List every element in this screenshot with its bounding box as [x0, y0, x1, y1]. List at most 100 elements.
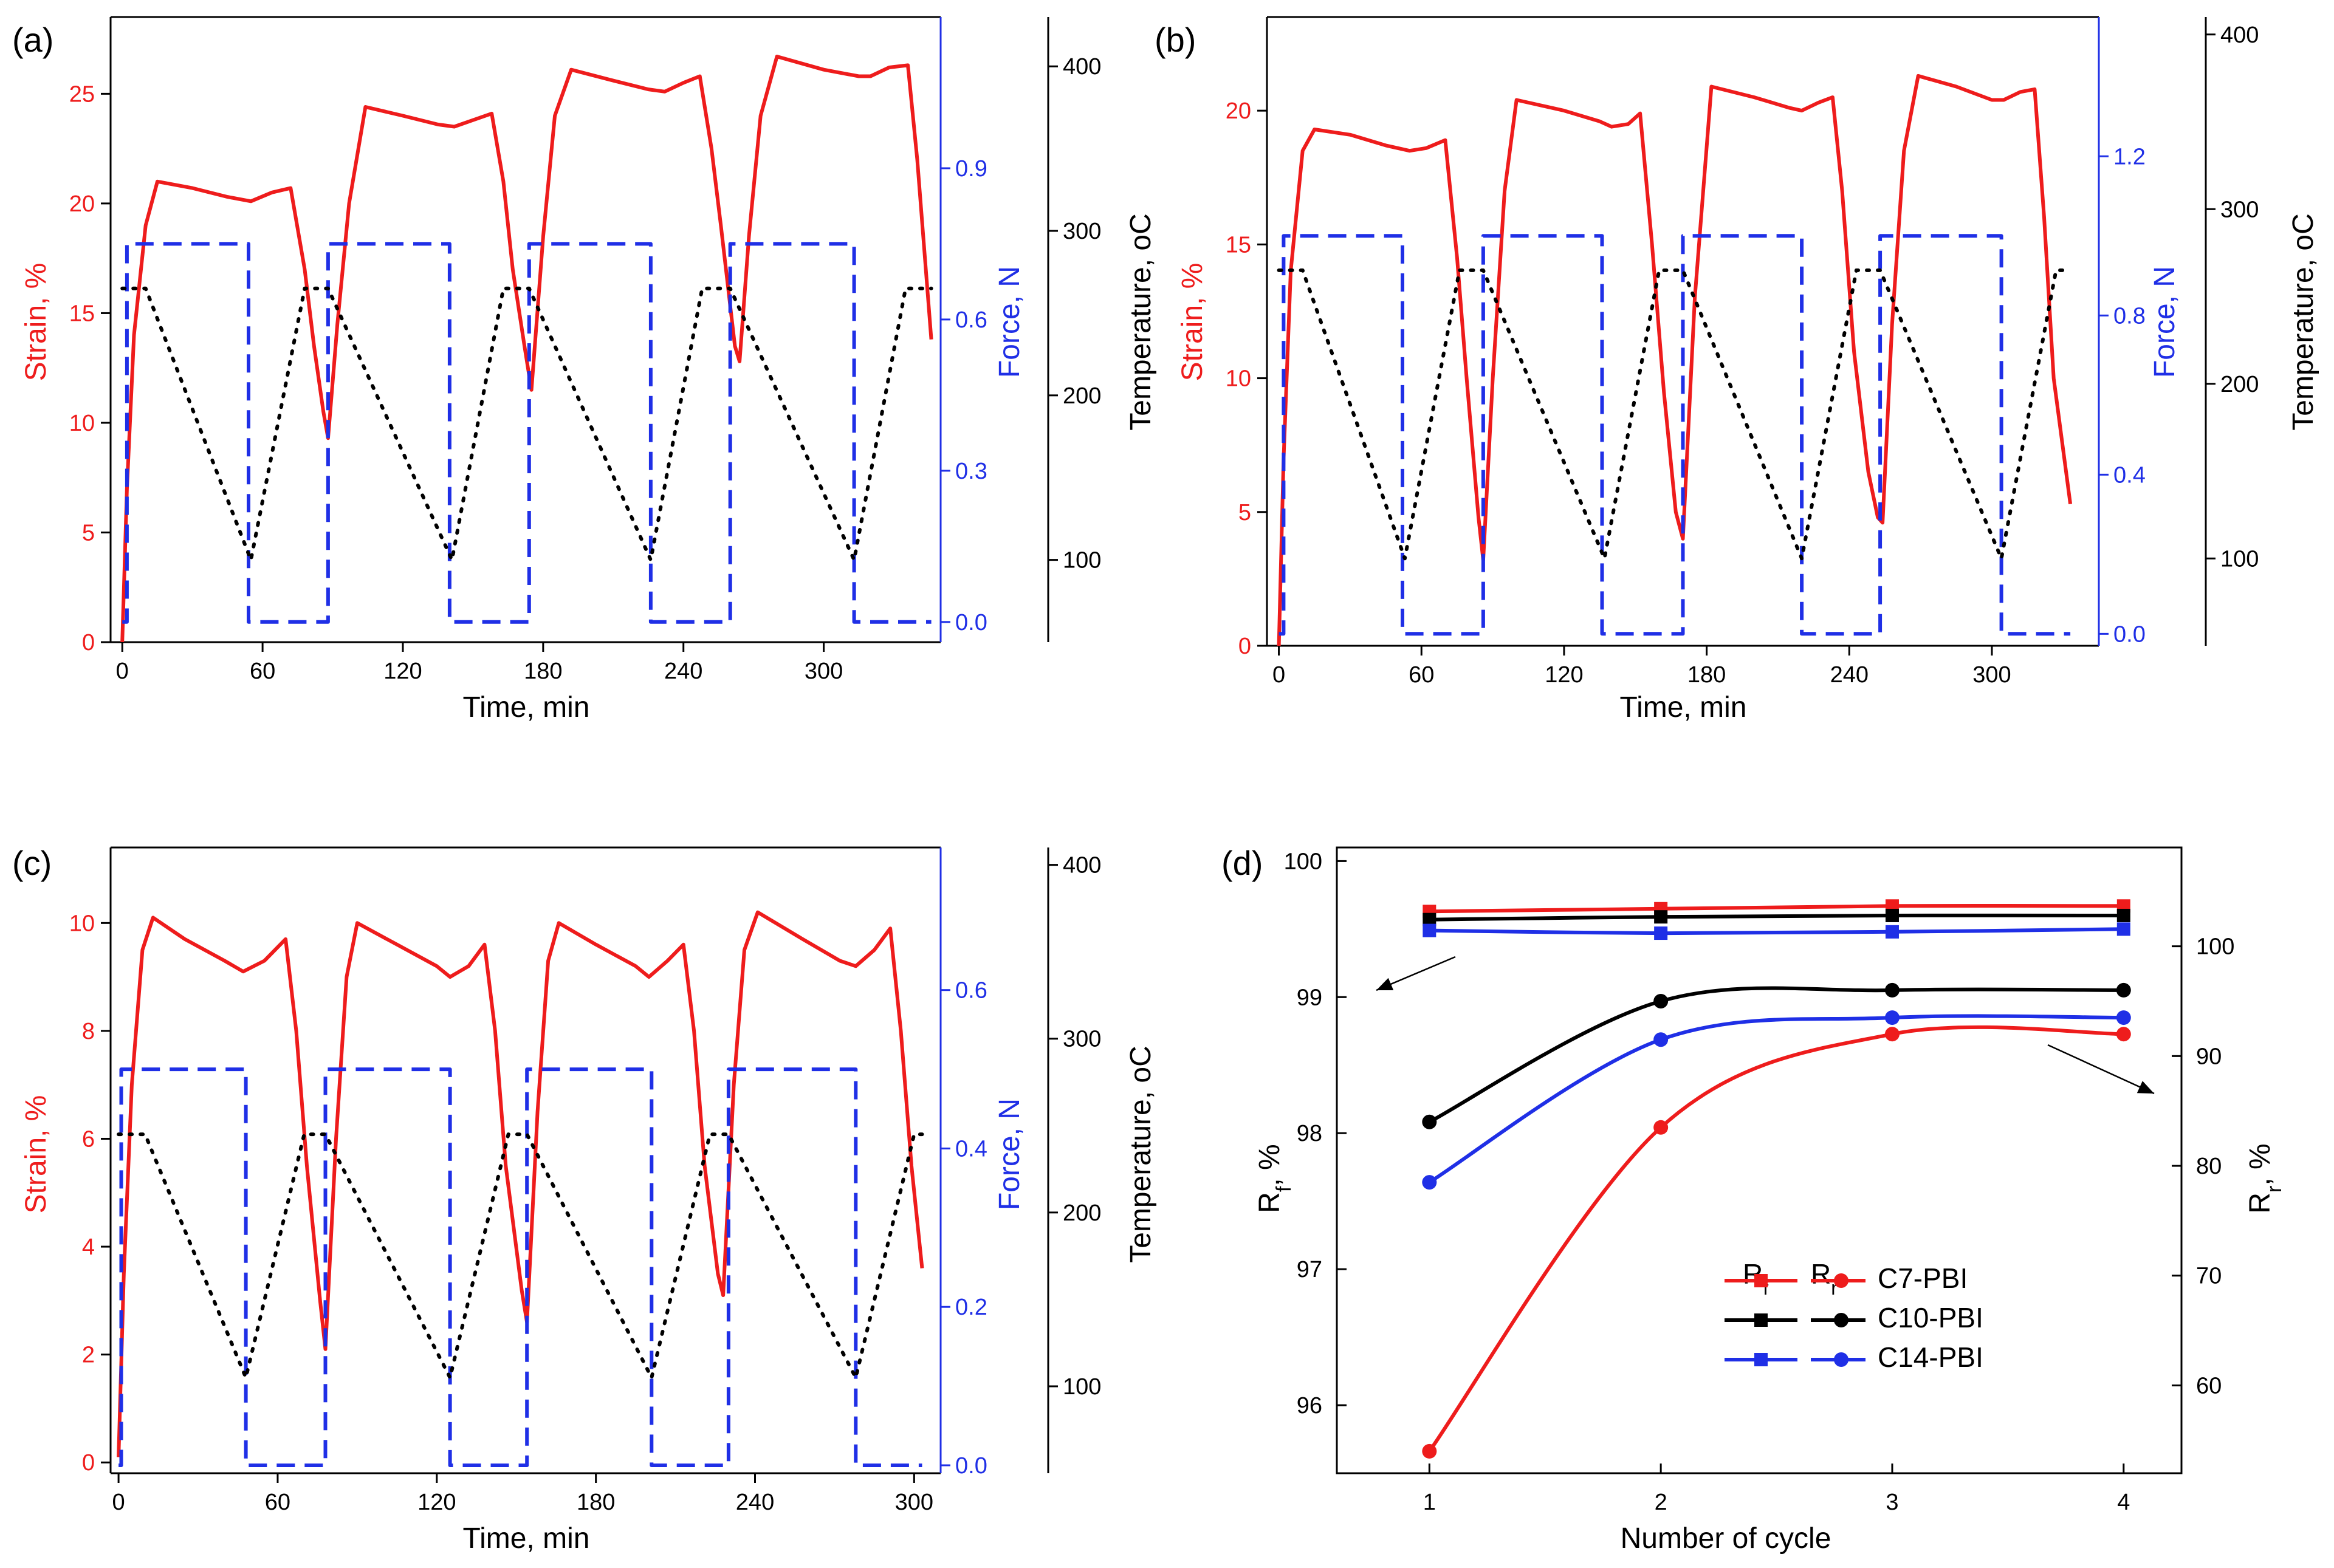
panel-d-c14-pbi-rf-marker — [1423, 923, 1436, 937]
panel-c-x-tick-label: 240 — [736, 1490, 774, 1515]
panel-b-x-tick-label: 120 — [1545, 662, 1583, 688]
panel-d-c7-pbi-rr-line — [1427, 1025, 2124, 1453]
panel-d-rf-tick-label: 98 — [1297, 1121, 1322, 1146]
panel-c-x-tick-label: 60 — [265, 1490, 290, 1515]
panel-d-rf-tick-label: 99 — [1297, 985, 1322, 1010]
panel-b-x-tick-label: 240 — [1830, 662, 1869, 688]
panel-d-c14-pbi-rr-marker — [1653, 1032, 1669, 1047]
panel-d-rr-tick-label: 60 — [2196, 1373, 2222, 1399]
panel-a-force-tick-label: 0.9 — [955, 156, 987, 182]
panel-d-rr-tick-label: 80 — [2196, 1154, 2222, 1179]
panel-d: (d) Number of cycle Rf, % Rr, % Rf Rr C7… — [1221, 844, 2286, 1555]
panel-a-temperature-title: Temperature, oC — [1125, 213, 1157, 431]
panel-d-c7-pbi-rf-line — [1429, 903, 2124, 914]
panel-c-temperature-line — [117, 1132, 924, 1380]
panel-d-c10-pbi-rf-line — [1429, 913, 2124, 922]
panel-d-x-tick-label: 4 — [2117, 1490, 2130, 1515]
panel-d-c7-pbi-rr-marker — [1884, 1027, 1900, 1042]
panel-a-temperature-tick-label: 400 — [1063, 54, 1101, 80]
panel-c-temperature-title: Temperature, oC — [1125, 1046, 1157, 1263]
panel-d-c14-pbi-rr-line — [1428, 1014, 2124, 1184]
panel-a-x-tick-label: 240 — [664, 659, 702, 684]
panel-b-x-tick-label: 60 — [1409, 662, 1434, 688]
panel-a-temperature-tick-label: 300 — [1063, 219, 1101, 244]
legend-rr-marker — [1834, 1313, 1848, 1327]
panel-c-x-tick-label: 300 — [895, 1490, 933, 1515]
panel-d-rr-arrow-head — [2137, 1081, 2154, 1094]
panel-a-x-tick-label: 180 — [524, 659, 562, 684]
panel-b-temperature-tick-label: 400 — [2220, 22, 2259, 48]
panel-a: (a) Time, min Strain, % Force, N Tempera… — [12, 16, 1157, 724]
panel-a-letter: (a) — [12, 21, 53, 59]
panel-d-c10-pbi-rr-marker — [1422, 1114, 1437, 1129]
panel-d-rr-arrow — [2047, 1044, 2155, 1095]
panel-d-c10-pbi-rr-line — [1428, 986, 2124, 1124]
panel-c-x-tick-label: 0 — [112, 1490, 125, 1515]
panel-a-x-tick-label: 60 — [250, 659, 275, 684]
panel-d-rf-tick-label: 97 — [1297, 1257, 1322, 1282]
panel-d-c14-pbi-rf-marker — [1654, 926, 1668, 940]
panel-a-temperature-tick-label: 100 — [1063, 548, 1101, 573]
panel-d-letter: (d) — [1221, 844, 1263, 882]
panel-b-temperature-title: Temperature, oC — [2287, 213, 2319, 431]
panel-c-temperature-tick-label: 100 — [1063, 1374, 1101, 1400]
legend: Rf Rr C7-PBI C10-PBI C14-PBI — [1743, 1258, 1983, 1373]
panel-b-temperature-tick-label: 300 — [2220, 197, 2259, 222]
panel-d-c14-pbi-rf-marker — [2116, 922, 2130, 936]
panel-a-strain-tick-label: 10 — [69, 411, 95, 436]
legend-label-c14: C14-PBI — [1878, 1341, 1983, 1373]
panel-b: (b) Time, min Strain, % Force, N Tempera… — [1155, 16, 2319, 724]
panel-c-x-tick-label: 120 — [417, 1490, 456, 1515]
panel-d-rr-tick-label: 90 — [2196, 1044, 2222, 1069]
legend-rf-marker — [1754, 1313, 1768, 1327]
panel-a-force-title: Force, N — [994, 266, 1026, 378]
panel-a-x-tick-label: 300 — [805, 659, 843, 684]
panel-c-x-tick-label: 180 — [577, 1490, 615, 1515]
panel-b-temperature-tick-label: 200 — [2220, 372, 2259, 397]
panel-d-c14-pbi-rr-marker — [1884, 1010, 1900, 1025]
panel-d-c7-pbi-rr-marker — [2116, 1027, 2131, 1042]
panel-a-x-tick-label: 0 — [116, 659, 129, 684]
panel-a-x-title: Time, min — [463, 691, 590, 724]
legend-label-c7: C7-PBI — [1878, 1262, 1968, 1294]
panel-d-c14-pbi-rr-marker — [2116, 1010, 2131, 1025]
panel-d-c10-pbi-rf-marker — [1654, 910, 1668, 924]
panel-c-temperature-tick-label: 400 — [1063, 853, 1101, 878]
panel-c-force-tick-label: 0.2 — [955, 1295, 987, 1320]
panel-d-rf-tick-label: 100 — [1284, 849, 1322, 874]
panel-b-strain-tick-label: 15 — [1226, 232, 1251, 258]
panel-b-force-tick-label: 1.2 — [2113, 144, 2146, 169]
panel-a-strain-tick-label: 5 — [82, 520, 95, 546]
panel-d-x-tick-label: 2 — [1655, 1490, 1667, 1515]
panel-c: (c) Time, min Strain, % Force, N Tempera… — [12, 844, 1157, 1555]
panel-b-temperature-tick-label: 100 — [2220, 546, 2259, 572]
panel-b-strain-tick-label: 0 — [1238, 634, 1251, 659]
panel-b-strain-tick-label: 10 — [1226, 366, 1251, 392]
panel-c-temperature-tick-label: 300 — [1063, 1027, 1101, 1052]
panel-c-strain-tick-label: 8 — [82, 1019, 95, 1044]
panel-d-rf-tick-label: 96 — [1297, 1393, 1322, 1419]
panel-d-frame — [1336, 846, 2183, 1474]
panel-b-x-tick-label: 180 — [1687, 662, 1726, 688]
legend-rr-marker — [1834, 1352, 1848, 1367]
panel-c-force-tick-label: 0.0 — [955, 1453, 987, 1479]
panel-a-strain-title: Strain, % — [20, 263, 52, 382]
panel-c-letter: (c) — [12, 844, 52, 882]
panel-c-strain-tick-label: 4 — [82, 1234, 95, 1260]
panel-c-strain-tick-label: 0 — [82, 1450, 95, 1476]
panel-a-strain-tick-label: 25 — [69, 81, 95, 107]
panel-d-rr-tick-label: 100 — [2196, 934, 2234, 960]
panel-b-strain-title: Strain, % — [1176, 263, 1209, 382]
panel-d-c10-pbi-rr-marker — [1653, 993, 1669, 1008]
panel-d-c7-pbi-rr-marker — [1422, 1443, 1437, 1459]
legend-header-rr: Rr — [1811, 1258, 1838, 1299]
panel-b-strain-tick-label: 20 — [1226, 98, 1251, 124]
panel-b-strain-line — [1277, 74, 2073, 646]
panel-d-c10-pbi-rr-marker — [2116, 982, 2131, 998]
panel-d-c10-pbi-rf-marker — [2116, 908, 2130, 922]
panel-b-temperature-line — [1277, 268, 2073, 561]
panel-d-c14-pbi-rf-marker — [1885, 925, 1899, 939]
panel-c-strain-tick-label: 10 — [69, 911, 95, 936]
panel-b-x-title: Time, min — [1620, 691, 1747, 724]
panel-b-force-tick-label: 0.0 — [2113, 621, 2146, 647]
